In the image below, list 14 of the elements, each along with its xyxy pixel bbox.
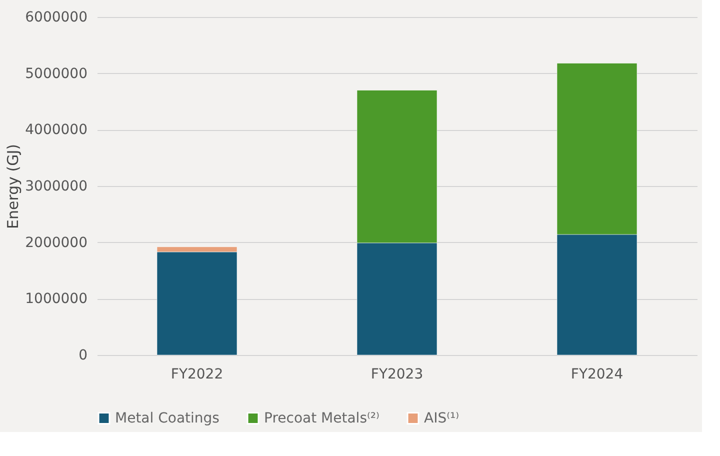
y-tick-label: 6000000 <box>25 10 88 26</box>
x-tick-label: FY2022 <box>170 366 224 382</box>
y-tick-label: 3000000 <box>25 178 88 194</box>
legend-label: Metal Coatings <box>115 410 220 426</box>
y-tick-label: 1000000 <box>25 291 88 308</box>
y-tick-label: 5000000 <box>25 66 88 82</box>
x-tick-label: FY2024 <box>570 366 624 382</box>
x-tick-label: FY2023 <box>370 366 424 382</box>
y-axis-title: Energy (GJ) <box>4 144 22 230</box>
legend-label: AIS⁽¹⁾ <box>424 410 460 426</box>
legend-label: Precoat Metals⁽²⁾ <box>264 410 380 426</box>
y-tick-label: 4000000 <box>25 122 88 138</box>
y-tick-label: 0 <box>78 348 88 364</box>
y-tick-label: 2000000 <box>25 234 88 251</box>
